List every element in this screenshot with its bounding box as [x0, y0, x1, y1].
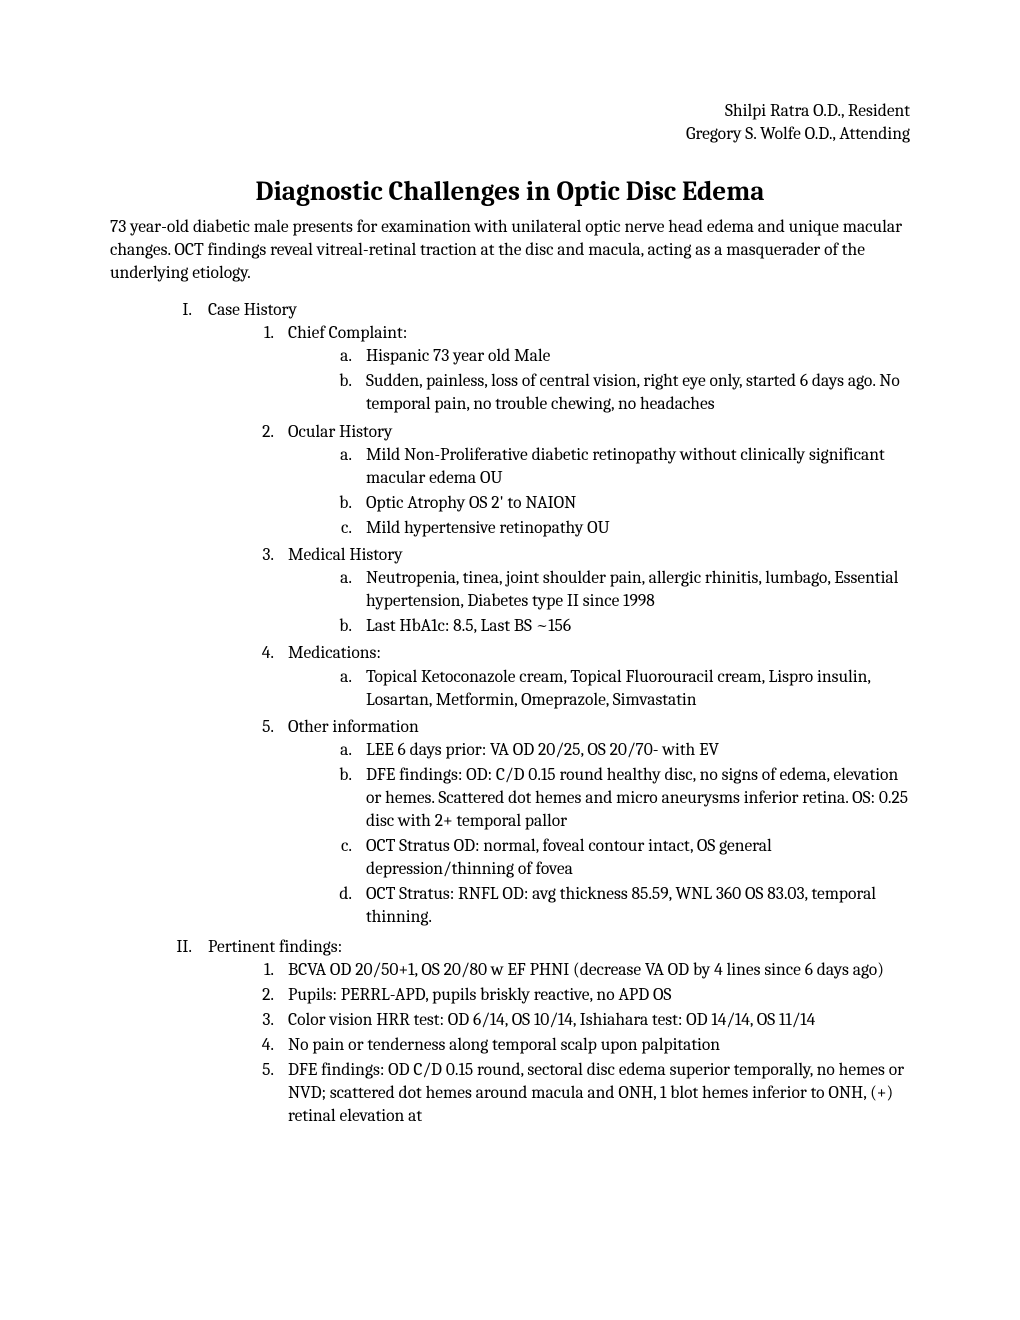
alpha-marker: b.: [328, 764, 366, 833]
alpha-item: a. Neutropenia, tinea, joint shoulder pa…: [328, 567, 910, 613]
alpha-text: Last HbA1c: 8.5, Last BS ~156: [366, 615, 910, 638]
alpha-item: a. Mild Non-Proliferative diabetic retin…: [328, 444, 910, 490]
alpha-marker: a.: [328, 567, 366, 613]
num-marker: 5.: [248, 1059, 288, 1128]
alpha-item: c. Mild hypertensive retinopathy OU: [328, 517, 910, 540]
outline-root: I. Case History 1. Chief Complaint: a. H…: [110, 299, 910, 1130]
alpha-marker: a.: [328, 666, 366, 712]
roman-marker: II.: [158, 936, 208, 1131]
item-label: Ocular History: [288, 422, 392, 442]
num-list: 1. BCVA OD 20/50+1, OS 20/80 w EF PHNI (…: [208, 959, 910, 1129]
item-medications: 4. Medications: a. Topical Ketoconazole …: [248, 642, 910, 713]
num-content: Chief Complaint: a. Hispanic 73 year old…: [288, 322, 910, 418]
alpha-text: DFE findings: OD: C/D 0.15 round healthy…: [366, 764, 910, 833]
finding-item: 1. BCVA OD 20/50+1, OS 20/80 w EF PHNI (…: [248, 959, 910, 982]
alpha-marker: d.: [328, 883, 366, 929]
alpha-item: a. LEE 6 days prior: VA OD 20/25, OS 20/…: [328, 739, 910, 762]
num-marker: 1.: [248, 322, 288, 418]
num-content: Medications: a. Topical Ketoconazole cre…: [288, 642, 910, 713]
alpha-marker: c.: [328, 835, 366, 881]
finding-item: 2. Pupils: PERRL-APD, pupils briskly rea…: [248, 984, 910, 1007]
alpha-text: Optic Atrophy OS 2' to NAION: [366, 492, 910, 515]
num-content: Medical History a. Neutropenia, tinea, j…: [288, 544, 910, 640]
author-line-2: Gregory S. Wolfe O.D., Attending: [110, 123, 910, 146]
item-label: Other information: [288, 717, 419, 737]
intro-paragraph: 73 year-old diabetic male presents for e…: [110, 216, 910, 285]
num-marker: 4.: [248, 1034, 288, 1057]
item-label: Medications:: [288, 643, 381, 663]
alpha-text: Topical Ketoconazole cream, Topical Fluo…: [366, 666, 910, 712]
alpha-text: OCT Stratus: RNFL OD: avg thickness 85.5…: [366, 883, 910, 929]
author-line-1: Shilpi Ratra O.D., Resident: [110, 100, 910, 123]
alpha-item: b. Sudden, painless, loss of central vis…: [328, 370, 910, 416]
alpha-item: a. Topical Ketoconazole cream, Topical F…: [328, 666, 910, 712]
num-marker: 4.: [248, 642, 288, 713]
alpha-text: Mild hypertensive retinopathy OU: [366, 517, 910, 540]
document-title: Diagnostic Challenges in Optic Disc Edem…: [110, 174, 910, 210]
num-marker: 5.: [248, 716, 288, 932]
num-marker: 1.: [248, 959, 288, 982]
roman-content: Pertinent findings: 1. BCVA OD 20/50+1, …: [208, 936, 910, 1131]
section-pertinent-findings: II. Pertinent findings: 1. BCVA OD 20/50…: [158, 936, 910, 1131]
alpha-list: a. Neutropenia, tinea, joint shoulder pa…: [288, 567, 910, 638]
alpha-list: a. Topical Ketoconazole cream, Topical F…: [288, 666, 910, 712]
alpha-list: a. Hispanic 73 year old Male b. Sudden, …: [288, 345, 910, 416]
roman-marker: I.: [158, 299, 208, 933]
alpha-text: Neutropenia, tinea, joint shoulder pain,…: [366, 567, 910, 613]
finding-text: Color vision HRR test: OD 6/14, OS 10/14…: [288, 1009, 910, 1032]
section-label: Pertinent findings:: [208, 937, 342, 957]
section-label: Case History: [208, 300, 297, 320]
finding-item: 3. Color vision HRR test: OD 6/14, OS 10…: [248, 1009, 910, 1032]
roman-content: Case History 1. Chief Complaint: a. Hisp…: [208, 299, 910, 933]
alpha-marker: a.: [328, 345, 366, 368]
alpha-marker: a.: [328, 444, 366, 490]
item-chief-complaint: 1. Chief Complaint: a. Hispanic 73 year …: [248, 322, 910, 418]
alpha-marker: b.: [328, 370, 366, 416]
finding-text: No pain or tenderness along temporal sca…: [288, 1034, 910, 1057]
alpha-item: d. OCT Stratus: RNFL OD: avg thickness 8…: [328, 883, 910, 929]
author-header: Shilpi Ratra O.D., Resident Gregory S. W…: [110, 100, 910, 146]
alpha-marker: b.: [328, 492, 366, 515]
alpha-text: Hispanic 73 year old Male: [366, 345, 910, 368]
alpha-text: Mild Non-Proliferative diabetic retinopa…: [366, 444, 910, 490]
alpha-marker: c.: [328, 517, 366, 540]
alpha-item: c. OCT Stratus OD: normal, foveal contou…: [328, 835, 910, 881]
num-marker: 3.: [248, 1009, 288, 1032]
finding-item: 5. DFE findings: OD C/D 0.15 round, sect…: [248, 1059, 910, 1128]
item-other-information: 5. Other information a. LEE 6 days prior…: [248, 716, 910, 932]
alpha-item: b. Last HbA1c: 8.5, Last BS ~156: [328, 615, 910, 638]
item-label: Medical History: [288, 545, 403, 565]
num-content: Ocular History a. Mild Non-Proliferative…: [288, 421, 910, 542]
num-marker: 2.: [248, 984, 288, 1007]
finding-text: BCVA OD 20/50+1, OS 20/80 w EF PHNI (dec…: [288, 959, 910, 982]
section-case-history: I. Case History 1. Chief Complaint: a. H…: [158, 299, 910, 933]
finding-text: Pupils: PERRL-APD, pupils briskly reacti…: [288, 984, 910, 1007]
num-content: Other information a. LEE 6 days prior: V…: [288, 716, 910, 932]
alpha-list: a. Mild Non-Proliferative diabetic retin…: [288, 444, 910, 540]
alpha-item: a. Hispanic 73 year old Male: [328, 345, 910, 368]
alpha-text: LEE 6 days prior: VA OD 20/25, OS 20/70-…: [366, 739, 910, 762]
finding-text: DFE findings: OD C/D 0.15 round, sectora…: [288, 1059, 910, 1128]
alpha-text: OCT Stratus OD: normal, foveal contour i…: [366, 835, 910, 881]
num-marker: 2.: [248, 421, 288, 542]
document-page: Shilpi Ratra O.D., Resident Gregory S. W…: [0, 0, 1020, 1192]
alpha-list: a. LEE 6 days prior: VA OD 20/25, OS 20/…: [288, 739, 910, 930]
finding-item: 4. No pain or tenderness along temporal …: [248, 1034, 910, 1057]
item-medical-history: 3. Medical History a. Neutropenia, tinea…: [248, 544, 910, 640]
alpha-text: Sudden, painless, loss of central vision…: [366, 370, 910, 416]
item-ocular-history: 2. Ocular History a. Mild Non-Proliferat…: [248, 421, 910, 542]
num-list: 1. Chief Complaint: a. Hispanic 73 year …: [208, 322, 910, 931]
alpha-marker: a.: [328, 739, 366, 762]
alpha-marker: b.: [328, 615, 366, 638]
item-label: Chief Complaint:: [288, 323, 407, 343]
alpha-item: b. Optic Atrophy OS 2' to NAION: [328, 492, 910, 515]
alpha-item: b. DFE findings: OD: C/D 0.15 round heal…: [328, 764, 910, 833]
num-marker: 3.: [248, 544, 288, 640]
